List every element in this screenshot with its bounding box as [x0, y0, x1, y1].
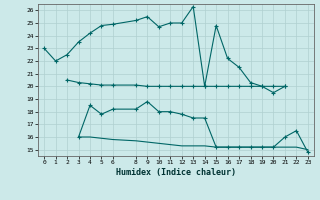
X-axis label: Humidex (Indice chaleur): Humidex (Indice chaleur): [116, 168, 236, 177]
